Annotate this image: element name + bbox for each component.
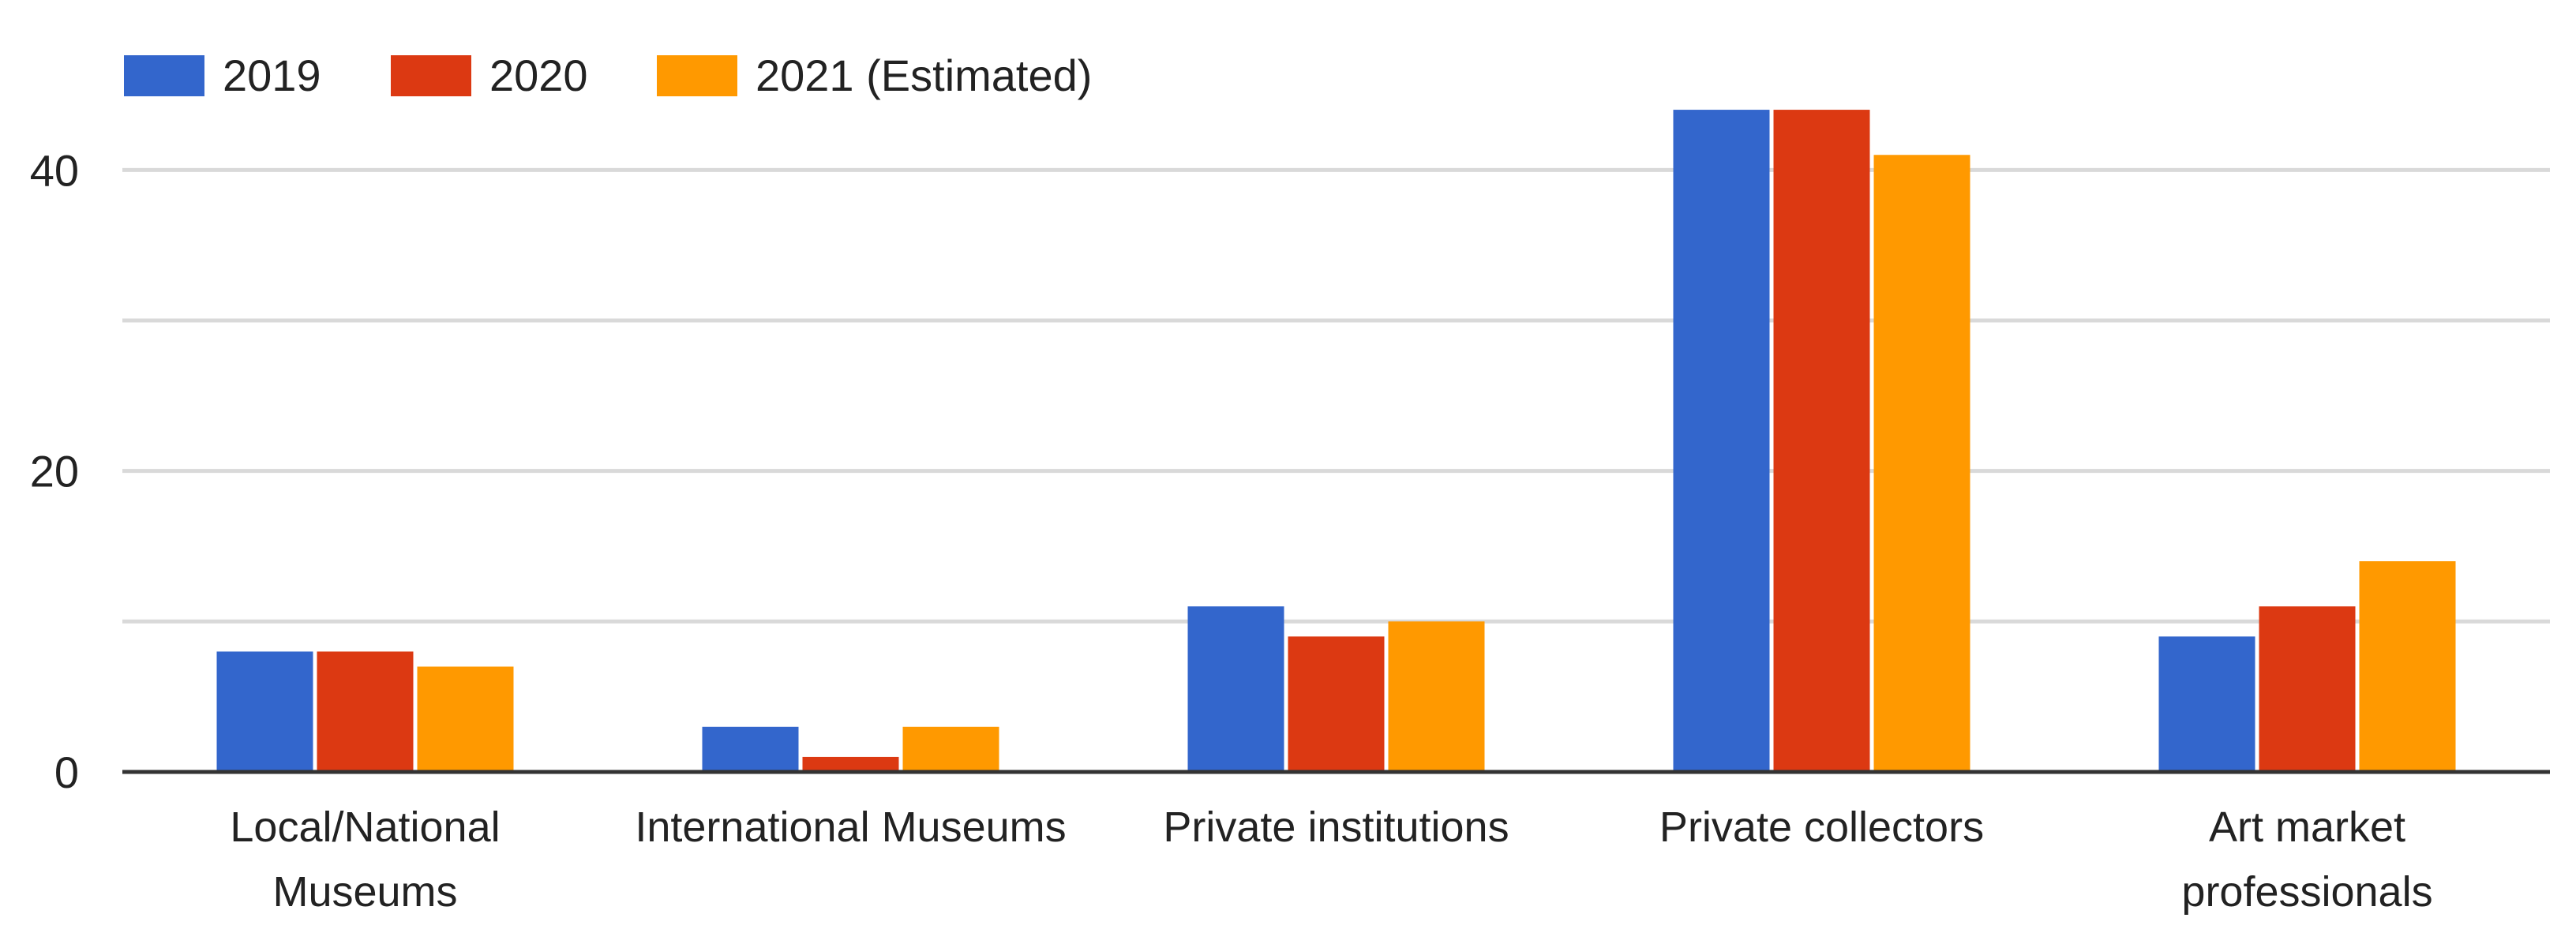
bar-0-1 xyxy=(317,651,414,772)
bar-3-1 xyxy=(1773,110,1870,773)
bar-1-0 xyxy=(702,726,799,772)
y-tick-label: 20 xyxy=(30,447,79,496)
bar-1-2 xyxy=(902,726,999,772)
bar-0-2 xyxy=(417,666,514,772)
x-category-label-3: Private collectors xyxy=(1659,804,1984,851)
x-category-label-2: Private institutions xyxy=(1163,804,1509,851)
bars xyxy=(216,110,2456,773)
bar-1-1 xyxy=(802,756,899,772)
x-category-label-0: Local/National Museums xyxy=(230,804,500,916)
bar-2-0 xyxy=(1187,606,1284,772)
bar-4-0 xyxy=(2158,636,2255,772)
y-tick-label: 0 xyxy=(54,747,79,797)
x-axis: Local/National Museums International Museu… xyxy=(122,770,2550,916)
bar-3-0 xyxy=(1673,110,1770,773)
legend-label-1: 2020 xyxy=(489,51,588,100)
bar-4-1 xyxy=(2259,606,2356,772)
bar-4-2 xyxy=(2359,561,2456,772)
legend-swatch-0 xyxy=(124,55,204,96)
bar-3-2 xyxy=(1873,155,1970,772)
legend-swatch-1 xyxy=(391,55,471,96)
bar-2-1 xyxy=(1288,636,1385,772)
x-category-label-1: International Museums xyxy=(635,804,1066,851)
y-tick-label: 40 xyxy=(30,145,79,195)
x-category-label-4: Art market professionals xyxy=(2181,804,2432,916)
legend: 2019 2020 2021 (Estimated) xyxy=(124,51,1092,100)
y-axis: 0 20 40 xyxy=(30,145,79,797)
legend-swatch-2 xyxy=(657,55,737,96)
legend-label-2: 2021 (Estimated) xyxy=(756,51,1092,100)
bar-0-0 xyxy=(216,651,313,772)
bar-2-2 xyxy=(1388,621,1485,772)
gridlines xyxy=(122,167,2550,624)
legend-label-0: 2019 xyxy=(223,51,321,100)
